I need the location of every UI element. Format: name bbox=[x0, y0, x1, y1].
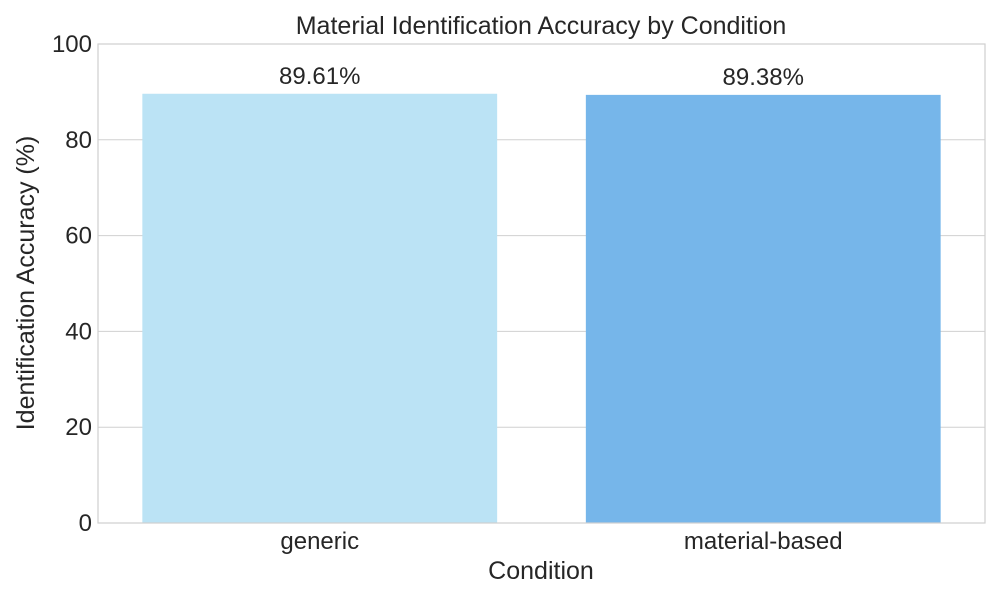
y-tick-label: 100 bbox=[52, 31, 92, 58]
plot-frame bbox=[97, 43, 986, 524]
x-tick-label: generic bbox=[280, 528, 359, 555]
y-tick-labels: 0 20 40 60 80 100 bbox=[52, 31, 92, 537]
chart-title: Material Identification Accuracy by Cond… bbox=[296, 12, 787, 40]
y-tick-label: 80 bbox=[65, 127, 92, 154]
data-labels: 89.61% 89.38% bbox=[279, 63, 804, 91]
data-label-generic: 89.61% bbox=[279, 63, 360, 90]
y-axis-label: Identification Accuracy (%) bbox=[12, 136, 40, 431]
x-tick-labels: generic material-based bbox=[280, 528, 842, 555]
bar-material-based bbox=[585, 94, 941, 523]
x-tick-label: material-based bbox=[684, 528, 843, 555]
y-tick-label: 20 bbox=[65, 414, 92, 441]
y-tick-label: 60 bbox=[65, 223, 92, 250]
x-axis-label: Condition bbox=[488, 557, 594, 585]
y-tick-label: 0 bbox=[79, 510, 92, 537]
bar-generic bbox=[142, 93, 498, 523]
bars bbox=[142, 93, 941, 523]
y-tick-label: 40 bbox=[65, 318, 92, 345]
data-label-material-based: 89.38% bbox=[723, 64, 804, 91]
